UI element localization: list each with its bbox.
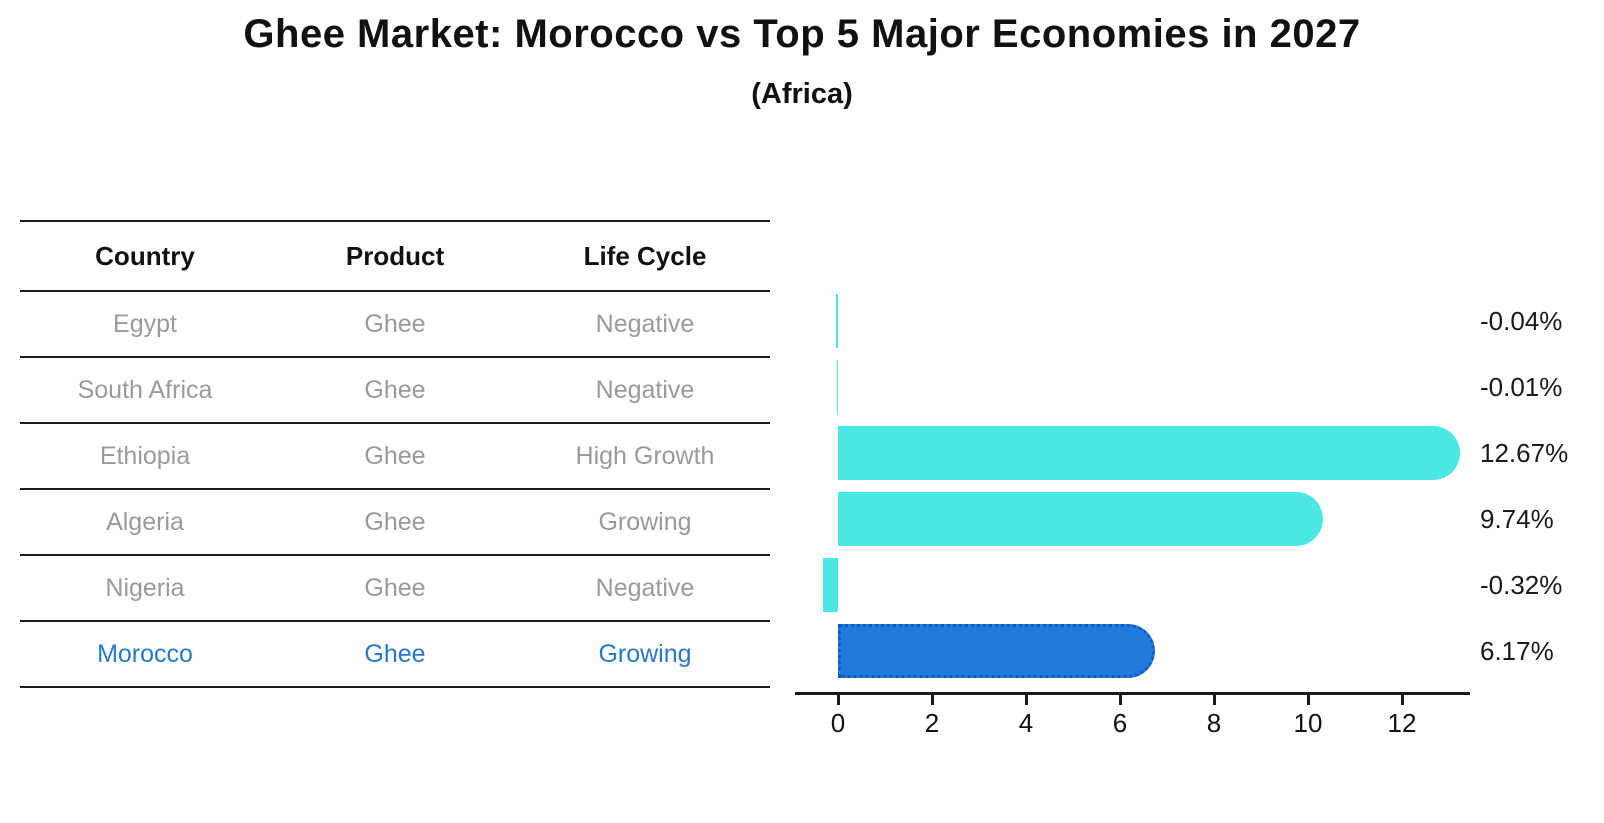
- product-cell: Ghee: [364, 441, 426, 470]
- header-product: Product: [345, 240, 445, 271]
- x-tick-label-8: 8: [1206, 708, 1222, 738]
- product-cell: Ghee: [364, 309, 426, 338]
- value-label-egypt: -0.04%: [1480, 306, 1563, 336]
- table-row-nigeria: Nigeria Ghee Negative: [20, 556, 770, 622]
- value-label-ethiopia: 12.67%: [1480, 438, 1569, 468]
- x-tick-2: [931, 695, 934, 705]
- country-cell: Ethiopia: [99, 441, 191, 470]
- table-row-ethiopia: Ethiopia Ghee High Growth: [20, 424, 770, 490]
- country-cell: Morocco: [97, 639, 193, 668]
- chart-subtitle: (Africa): [751, 78, 853, 110]
- product-cell: Ghee: [364, 639, 426, 668]
- country-cell: Algeria: [106, 507, 184, 536]
- product-cell: Ghee: [364, 375, 426, 404]
- x-tick-label-2: 2: [924, 708, 940, 738]
- value-label-nigeria: -0.32%: [1480, 570, 1563, 600]
- x-tick-label-4: 4: [1018, 708, 1034, 738]
- x-tick-0: [837, 695, 840, 705]
- country-cell: Egypt: [113, 309, 177, 338]
- life-cycle-cell: Growing: [598, 639, 692, 668]
- product-cell: Ghee: [364, 573, 426, 602]
- country-info-table: Country Product Life Cycle Egypt Ghee Ne…: [20, 220, 770, 688]
- chart-title: Ghee Market: Morocco vs Top 5 Major Econ…: [243, 12, 1361, 56]
- table-row-morocco: Morocco Ghee Growing: [20, 622, 770, 688]
- x-axis: [795, 692, 1470, 695]
- x-tick-4: [1025, 695, 1028, 705]
- value-label-morocco: 6.17%: [1480, 636, 1554, 666]
- table-header-row: Country Product Life Cycle: [20, 222, 770, 292]
- table-row-egypt: Egypt Ghee Negative: [20, 292, 770, 358]
- life-cycle-cell: Growing: [598, 507, 692, 536]
- country-cell: Nigeria: [105, 573, 185, 602]
- product-cell: Ghee: [364, 507, 426, 536]
- x-tick-6: [1119, 695, 1122, 705]
- x-tick-12: [1401, 695, 1404, 705]
- value-label-south-africa: -0.01%: [1480, 372, 1563, 402]
- header-country: Country: [95, 240, 195, 271]
- life-cycle-cell: Negative: [595, 375, 695, 404]
- table-row-algeria: Algeria Ghee Growing: [20, 490, 770, 556]
- x-tick-10: [1307, 695, 1310, 705]
- x-tick-label-6: 6: [1112, 708, 1128, 738]
- life-cycle-cell: Negative: [595, 573, 695, 602]
- bar-egypt: [836, 294, 838, 348]
- bar-morocco: [838, 624, 1155, 678]
- header-life-cycle: Life Cycle: [583, 240, 707, 271]
- life-cycle-cell: Negative: [595, 309, 695, 338]
- life-cycle-cell: High Growth: [575, 441, 715, 470]
- x-tick-8: [1213, 695, 1216, 705]
- bar-nigeria: [822, 558, 838, 612]
- x-tick-label-0: 0: [830, 708, 846, 738]
- value-label-algeria: 9.74%: [1480, 504, 1554, 534]
- x-tick-label-10: 10: [1293, 708, 1323, 738]
- bar-south-africa: [837, 360, 838, 414]
- country-cell: South Africa: [77, 375, 213, 404]
- table-row-south-africa: South Africa Ghee Negative: [20, 358, 770, 424]
- bar-algeria: [838, 492, 1323, 546]
- x-tick-label-12: 12: [1387, 708, 1417, 738]
- bar-ethiopia: [838, 426, 1461, 480]
